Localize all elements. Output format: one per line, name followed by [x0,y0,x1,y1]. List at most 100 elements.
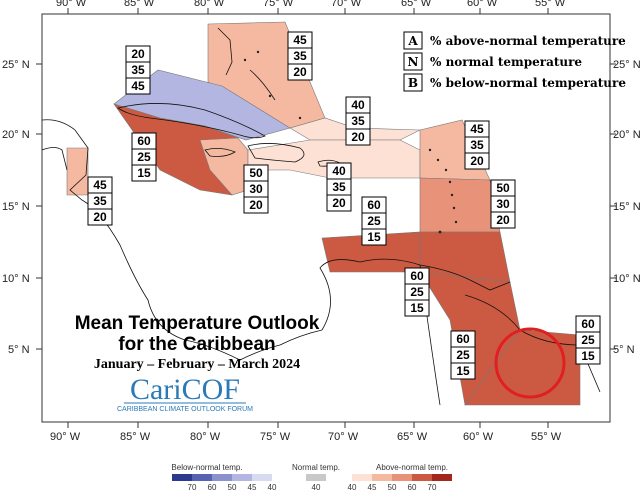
key-text: % below-normal temperature [430,76,626,90]
prob-above: 45 [293,33,307,47]
legend-tick: 70 [428,483,437,492]
x-tick-labels-bottom: 90° W 85° W 80° W 75° W 70° W 65° W 60° … [50,431,562,443]
prob-above: 60 [581,317,595,331]
key-row-below: B % below-normal temperature [403,73,626,92]
prob-below: 20 [351,130,365,144]
legend-swatch [192,474,212,481]
prob-above: 20 [131,47,145,61]
prob-above: 60 [410,269,424,283]
y-tick-left: 10° N [2,273,30,285]
legend-swatch [352,474,372,481]
map-period: January – February – March 2024 [94,357,300,372]
key-letter: A [407,34,418,48]
x-tick-top: 85° W [124,0,155,9]
x-tick-top: 55° W [535,0,566,9]
prob-box-trinidad-venezuela: 60 25 15 [404,267,430,317]
prob-box-cuba: 20 35 45 [125,45,151,95]
region-windward-islands [419,177,501,233]
prob-box-turks-caicos: 40 35 20 [345,96,371,146]
legend-normal-swatches [306,474,326,481]
prob-normal: 30 [249,182,263,196]
prob-normal: 35 [93,194,107,208]
legend-tick: 70 [188,483,197,492]
prob-above: 50 [249,166,263,180]
x-tick-top: 65° W [401,0,432,9]
x-tick-top: 60° W [467,0,498,9]
prob-above: 60 [137,134,151,148]
caricof-logo: CariCOF CARIBBEAN CLIMATE OUTLOOK FORUM [117,373,253,413]
prob-below: 15 [456,364,470,378]
legend-swatch [306,474,326,481]
legend-tick: 40 [312,483,321,492]
prob-below: 15 [410,301,424,315]
logo-subtitle: CARIBBEAN CLIMATE OUTLOOK FORUM [117,406,253,413]
y-tick-right: 10° N [613,273,640,285]
y-tick-labels-left: 25° N 20° N 15° N 10° N 5° N [2,59,30,356]
x-tick-bottom: 70° W [328,431,359,443]
y-tick-left: 25° N [2,59,30,71]
prob-below: 15 [367,230,381,244]
legend-swatch [432,474,452,481]
y-tick-right: 5° N [613,344,635,356]
x-tick-bottom: 65° W [397,431,428,443]
x-tick-labels-top: 90° W 85° W 80° W 75° W 70° W 65° W 60° … [56,0,566,9]
y-tick-right: 25° N [613,59,640,71]
frame-ticks [36,8,616,428]
key-text: % normal temperature [430,55,582,69]
prob-below: 20 [332,196,346,210]
legend-normal-title: Normal temp. [292,463,340,472]
legend-tick: 50 [388,483,397,492]
key: A % above-normal temperature N % normal … [403,31,626,92]
prob-above: 45 [470,122,484,136]
legend-tick: 45 [368,483,377,492]
probability-boxes: 20 35 45 45 35 20 40 35 20 45 35 20 [87,31,601,380]
prob-normal: 25 [137,150,151,164]
prob-below: 20 [496,213,510,227]
y-tick-labels-right: 25° N 20° N 15° N 10° N 5° N [613,59,640,356]
x-tick-top: 80° W [194,0,225,9]
legend-swatch [392,474,412,481]
prob-below: 45 [131,79,145,93]
y-tick-right: 15° N [613,201,640,213]
prob-normal: 35 [351,114,365,128]
prob-below: 20 [293,65,307,79]
x-tick-bottom: 60° W [463,431,494,443]
legend-swatch [372,474,392,481]
x-tick-top: 90° W [56,0,87,9]
prob-below: 20 [470,154,484,168]
prob-box-jamaica-caymans: 60 25 15 [131,132,157,182]
legend-tick: 60 [208,483,217,492]
legend-swatch [252,474,272,481]
legend-below-swatches [172,474,272,481]
x-tick-bottom: 80° W [190,431,221,443]
prob-box-windward-islands: 50 30 20 [490,179,516,229]
legend-swatch [232,474,252,481]
prob-above: 60 [456,332,470,346]
key-text: % above-normal temperature [430,34,626,48]
prob-above: 45 [93,178,107,192]
prob-box-guyana: 60 25 15 [450,330,476,380]
legend-above-ticks: 40 45 50 60 70 [348,483,437,492]
key-letter: N [408,55,419,69]
prob-box-dominican-republic: 40 35 20 [326,162,352,212]
prob-normal: 25 [367,214,381,228]
prob-below: 15 [581,349,595,363]
y-tick-left: 20° N [2,129,30,141]
legend-above-swatches [352,474,452,481]
legend-tick: 60 [408,483,417,492]
y-tick-left: 15° N [2,201,30,213]
legend-tick: 40 [268,483,277,492]
x-tick-bottom: 85° W [120,431,151,443]
y-tick-right: 20° N [613,129,640,141]
legend-tick: 45 [248,483,257,492]
legend-tick: 40 [348,483,357,492]
prob-box-leeward-islands: 45 35 20 [464,120,490,170]
prob-normal: 35 [470,138,484,152]
prob-box-belize: 45 35 20 [87,176,113,226]
y-tick-left: 5° N [8,344,30,356]
prob-box-abc-islands: 60 25 15 [361,196,387,246]
prob-above: 40 [351,98,365,112]
outlook-regions [66,21,581,406]
legend-below-title: Below-normal temp. [171,463,242,472]
region-belize [66,147,89,196]
